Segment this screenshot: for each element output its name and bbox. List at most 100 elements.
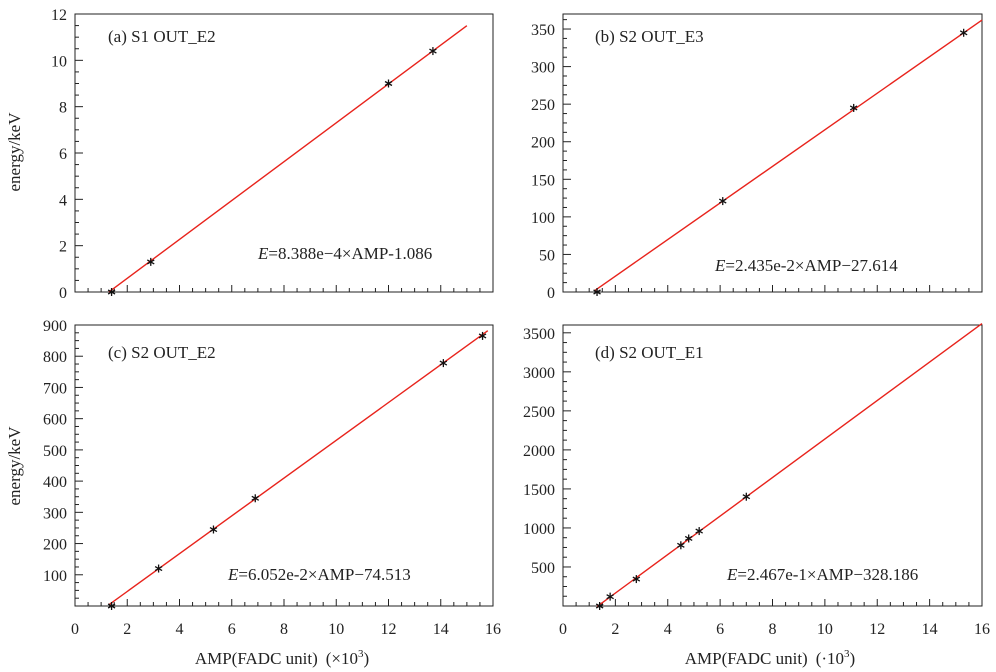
panel-c-points [107,331,487,610]
panel-c-data-point [251,494,260,503]
panel-b-equation: E=2.435e-2×AMP−27.614 [714,256,898,275]
y-axis-label-top: energy/keV [5,112,24,192]
panel-a-y-tick-label: 10 [51,53,67,70]
panel-b-y-tick-label: 350 [531,22,555,39]
panel-b-equation-var: E [714,256,726,275]
panel-b: 0 50 100 150 200 250 300 350 (b) S2 OUT_E3 E=2.… [531,13,983,302]
panel-d-data-point [677,541,685,550]
panel-d-fit-line [596,322,983,608]
panel-d-points [595,492,751,610]
panel-b-fit-line-group [594,19,983,292]
panel-c-frame [74,324,494,607]
panel-a-data-point [146,257,155,266]
panel-c-data-point [439,359,448,368]
panel-c-x-tick-label: 4 [176,621,184,638]
panel-c-x-tick-label: 0 [71,621,79,638]
panel-a-y-tick-label: 6 [59,146,67,163]
y-axis-label-bottom: energy/keV [5,426,24,506]
x-axis-label-left: AMP(FADC unit) (×103) [195,648,369,668]
panel-c-equation-text: =6.052e-2×AMP−74.513 [238,565,410,584]
panel-a-y-tick-label: 0 [59,285,67,302]
x-axis-label-left-exp: 3 [358,648,364,660]
panel-d: 0 2 4 6 8 10 12 14 16 500 1000 1500 2000 2500 3000 3500… [523,322,990,638]
panel-a-y-tick-label: 12 [51,7,67,24]
panel-d-equation: E=2.467e-1×AMP−328.186 [726,565,918,584]
x-axis-label-left-close: ) [364,649,370,668]
panel-a-data-point [107,288,116,296]
panel-d-x-tick-label: 2 [611,621,619,638]
panel-c-x-tick-label: 12 [381,621,397,638]
panel-c-data-point [478,331,487,340]
panel-c-x-tick-label: 10 [328,621,344,638]
panel-b-y-tick-label: 300 [531,60,555,77]
x-axis-label-right-main: AMP(FADC unit) [685,649,808,668]
panel-d-y-tick-label: 500 [531,560,555,577]
panel-c: 0 2 4 6 8 10 12 14 16 100 200 300 400 500 600 700 800 900… [43,318,501,638]
panel-a: 0 2 4 6 8 10 12 (a) S1 OUT_E2 E=8.388e−4×AMP-1… [51,7,494,302]
panel-a-data-point [429,47,437,56]
panel-c-x-tick-label: 2 [123,621,131,638]
panel-c-fit-line [108,330,489,606]
panel-d-fit-line-group [596,322,983,608]
panel-b-y-tick-label: 0 [547,285,555,302]
panel-a-y-tick-label: 4 [59,192,67,209]
panel-b-title: (b) S2 OUT_E3 [595,27,704,46]
panel-c-axes: 0 2 4 6 8 10 12 14 16 100 200 300 400 500 600 700 800 900 [43,318,501,638]
panel-a-equation-text: =8.388e−4×AMP-1.086 [268,244,432,263]
panel-a-data-point [384,79,393,88]
panel-b-y-tick-label: 150 [531,172,555,189]
panel-d-axes: 0 2 4 6 8 10 12 14 16 500 1000 1500 2000 2500 3000 3500 [523,324,990,638]
panel-c-y-tick-label: 600 [43,412,67,429]
x-axis-label-right-close: ) [850,649,856,668]
panel-d-y-tick-label: 2000 [523,443,555,460]
panel-a-equation-var: E [257,244,269,263]
panel-d-frame [562,324,983,607]
x-axis-label-right-scale: (·10 [816,649,844,668]
panel-c-x-tick-label: 8 [280,621,288,638]
panel-b-points [593,28,968,296]
panel-d-x-tick-label: 8 [769,621,777,638]
panel-a-axes: 0 2 4 6 8 10 12 [51,7,494,302]
panel-c-x-tick-label: 6 [228,621,236,638]
panel-c-y-tick-label: 500 [43,443,67,460]
panel-c-data-point [209,525,218,534]
panel-d-y-tick-label: 1500 [523,482,555,499]
panel-c-equation-var: E [227,565,239,584]
panel-b-frame [562,13,983,293]
panel-a-y-tick-label: 2 [59,239,67,256]
panel-b-y-tick-label: 200 [531,135,555,152]
panel-a-fit-line [108,25,468,293]
panel-d-data-point [595,602,604,610]
panel-d-equation-var: E [726,565,738,584]
panel-d-title: (d) S2 OUT_E1 [595,343,704,362]
panel-d-x-tick-label: 12 [869,621,885,638]
panel-d-data-point [742,492,751,501]
panel-d-x-tick-label: 6 [716,621,724,638]
panel-b-y-tick-label: 50 [539,247,555,264]
panel-c-equation: E=6.052e-2×AMP−74.513 [227,565,411,584]
panel-b-y-tick-label: 250 [531,97,555,114]
panel-b-equation-text: =2.435e-2×AMP−27.614 [725,256,898,275]
panel-d-x-tick-label: 16 [974,621,990,638]
panel-b-data-point [718,197,727,206]
panel-c-y-tick-label: 900 [43,318,67,335]
panel-a-y-tick-label: 8 [59,100,67,117]
panel-b-data-point [593,288,601,296]
panel-a-fit-line-group [108,25,468,293]
panel-b-y-tick-label: 100 [531,210,555,227]
x-axis-label-left-main: AMP(FADC unit) [195,649,318,668]
panel-b-data-point [849,103,858,112]
panel-c-title: (c) S2 OUT_E2 [108,343,216,362]
panel-d-data-point [695,527,703,536]
panel-d-x-tick-label: 10 [817,621,833,638]
panel-c-y-tick-label: 400 [43,474,67,491]
panel-c-y-tick-label: 300 [43,505,67,522]
panel-c-data-point [154,564,163,573]
panel-a-points [107,47,437,296]
panel-d-y-tick-label: 1000 [523,521,555,538]
panel-d-x-tick-label: 0 [559,621,567,638]
panel-c-fit-line-group [108,330,489,606]
panel-d-y-tick-label: 2500 [523,404,555,421]
x-axis-label-right-exp: 3 [844,648,850,660]
panel-c-data-point [107,602,116,610]
